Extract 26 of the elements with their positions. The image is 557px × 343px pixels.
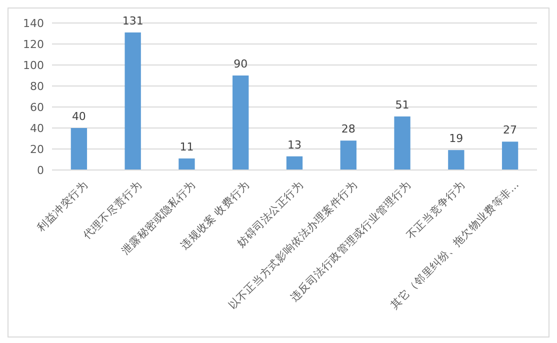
data-label: 28 — [341, 122, 356, 136]
bar — [394, 116, 410, 170]
data-label: 19 — [449, 132, 464, 146]
bar — [232, 76, 249, 170]
y-tick-label: 60 — [30, 100, 44, 114]
data-label: 11 — [180, 140, 194, 154]
y-tick-label: 100 — [23, 58, 44, 72]
data-label: 51 — [395, 98, 410, 112]
y-tick-label: 0 — [37, 164, 44, 177]
bar — [340, 140, 356, 170]
y-tick-label: 120 — [23, 38, 44, 51]
bar — [448, 150, 464, 170]
bar — [286, 156, 303, 170]
data-label: 131 — [122, 14, 144, 28]
data-label: 40 — [72, 110, 86, 123]
y-tick-label: 140 — [23, 16, 44, 30]
bar — [502, 142, 518, 170]
data-label: 13 — [288, 138, 302, 152]
data-label: 90 — [234, 58, 248, 70]
bar — [70, 128, 88, 170]
data-label: 27 — [503, 124, 518, 137]
y-tick-label: 80 — [30, 80, 44, 93]
y-tick-label: 20 — [30, 142, 44, 156]
bar — [124, 32, 141, 170]
y-tick-label: 40 — [30, 122, 44, 135]
bar — [178, 158, 195, 170]
